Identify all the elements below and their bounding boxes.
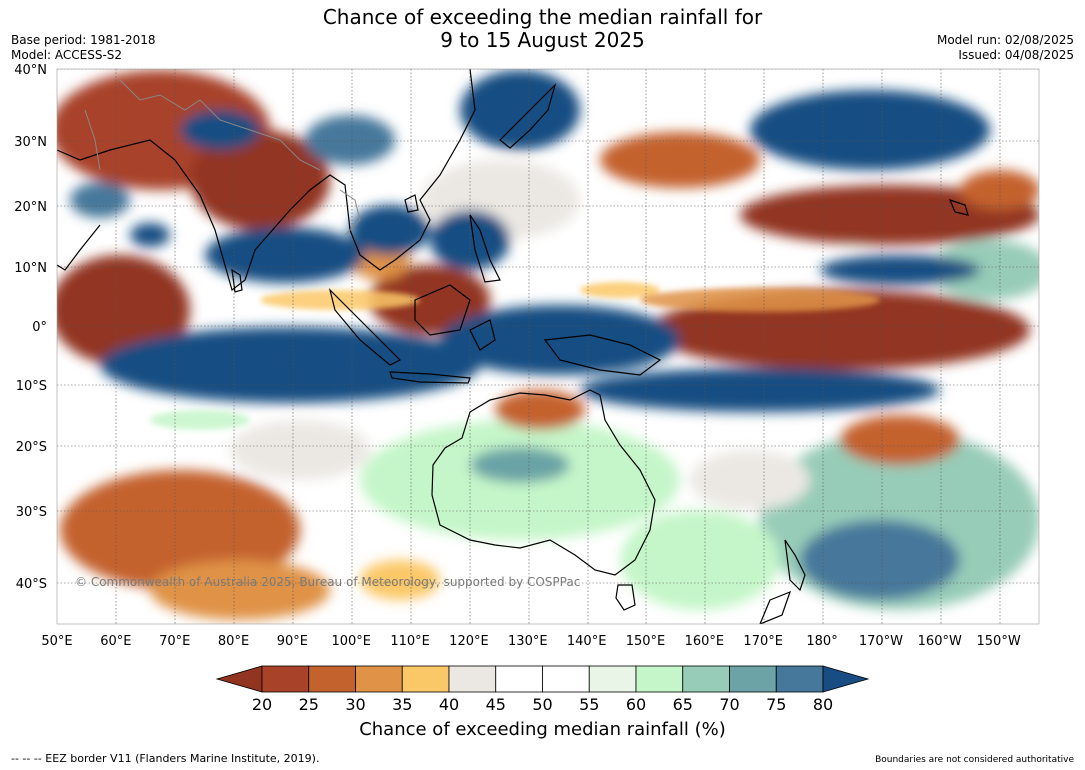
colorbar-tick-label: 30 <box>345 695 365 714</box>
meta-right: Model run: 02/08/2025 Issued: 04/08/2025 <box>937 33 1074 63</box>
sri-lanka-coast <box>231 268 243 293</box>
lat-label: 40°S <box>16 577 47 592</box>
model-run-text: Model run: 02/08/2025 <box>936 33 1074 47</box>
model-text: Model: ACCESS-S2 <box>11 48 123 62</box>
rainfall-field: © Commonwealth of Australia 2025, Bureau… <box>57 69 1039 624</box>
colorbar-segment <box>308 665 356 693</box>
hainan-coast <box>404 194 419 213</box>
lon-label: 120°E <box>449 634 489 649</box>
lat-label: 10°N <box>14 261 47 276</box>
lon-label: 70°E <box>159 634 190 649</box>
lon-label: 80°E <box>218 634 249 649</box>
lat-label: 10°S <box>16 379 47 394</box>
lon-label: 180° <box>806 634 837 649</box>
colorbar-tick-label: 80 <box>813 695 833 714</box>
lon-label: 100°E <box>331 634 371 649</box>
colorbar-tick-label: 45 <box>486 695 506 714</box>
lon-label: 170°W <box>859 634 903 649</box>
colorbar-segment <box>261 665 310 693</box>
colorbar-tick-label: 55 <box>579 695 599 714</box>
lat-label: 20°N <box>14 200 47 215</box>
lat-label: 30°N <box>14 135 47 150</box>
colorbar-segment <box>401 665 450 693</box>
colorbar-tick-label: 40 <box>439 695 459 714</box>
tasmania-coast <box>615 584 636 611</box>
australia-coast <box>431 389 656 576</box>
colorbar-segment <box>542 665 590 693</box>
colorbar-segment <box>682 665 730 693</box>
map-frame <box>56 68 1040 625</box>
copyright-watermark: © Commonwealth of Australia 2025, Bureau… <box>75 575 580 589</box>
colorbar-segment <box>729 665 777 693</box>
lon-label: 110°E <box>390 634 430 649</box>
colorbar-label: Chance of exceeding median rainfall (%) <box>359 719 726 740</box>
colorbar-over-arrow <box>822 665 870 693</box>
lon-label: 50°E <box>41 634 72 649</box>
issued-text: Issued: 04/08/2025 <box>958 48 1074 62</box>
lon-label: 60°E <box>100 634 131 649</box>
country-borders <box>84 79 361 236</box>
lon-label: 150°E <box>626 634 666 649</box>
colorbar-tick-label: 70 <box>719 695 739 714</box>
colorbar-tick-label: 65 <box>673 695 693 714</box>
colorbar-under-arrow <box>215 665 263 693</box>
boundaries-disclaimer: Boundaries are not considered authoritat… <box>875 755 1074 765</box>
colorbar-tick-label: 60 <box>626 695 646 714</box>
philippines-coast <box>469 214 501 283</box>
lon-label: 160°W <box>918 634 962 649</box>
lat-label: 20°S <box>16 440 47 455</box>
coastlines <box>57 69 969 624</box>
colorbar-segment <box>635 665 684 693</box>
colorbar-segment <box>448 665 497 693</box>
colorbar: 20 25 30 35 40 45 50 55 60 65 70 75 80 <box>215 665 870 714</box>
colorbar-segment <box>775 665 824 693</box>
japan-coast <box>499 82 557 149</box>
meta-left: Base period: 1981-2018 Model: ACCESS-S2 <box>11 33 156 63</box>
lon-label: 170°E <box>743 634 783 649</box>
lon-label: 140°E <box>567 634 607 649</box>
map-title-line-1: Chance of exceeding the median rainfall … <box>322 5 763 29</box>
lat-label: 40°N <box>14 63 47 78</box>
lon-label: 150°W <box>977 634 1021 649</box>
base-period-text: Base period: 1981-2018 <box>11 33 156 47</box>
colorbar-tick-label: 50 <box>532 695 552 714</box>
lat-label: 0° <box>32 320 47 335</box>
sumatra-coast <box>328 288 402 366</box>
graticule <box>57 69 1039 624</box>
colorbar-segment <box>355 665 403 693</box>
colorbar-tick-label: 20 <box>252 695 272 714</box>
new-zealand-coast <box>759 539 806 624</box>
sulawesi-coast <box>469 319 496 351</box>
asia-coast <box>57 69 476 292</box>
borneo-coast <box>414 284 471 336</box>
longitude-labels: 50°E 60°E 70°E 80°E 90°E 100°E 110°E 120°E 130°E… <box>41 634 1020 649</box>
lon-label: 90°E <box>277 634 308 649</box>
java-coast <box>389 371 471 384</box>
lon-label: 160°E <box>685 634 725 649</box>
colorbar-tick-label: 25 <box>299 695 319 714</box>
eez-border-legend: -- -- -- EEZ border V11 (Flanders Marine… <box>11 752 320 765</box>
colorbar-tick-label: 75 <box>766 695 786 714</box>
lon-label: 130°E <box>508 634 548 649</box>
new-guinea-coast <box>543 334 662 376</box>
colorbar-segment <box>495 665 543 693</box>
map-title-line-2: 9 to 15 August 2025 <box>440 28 645 52</box>
africa-horn-coast <box>57 224 101 271</box>
lat-label: 30°S <box>16 505 47 520</box>
colorbar-tick-label: 35 <box>392 695 412 714</box>
latitude-labels: 40°N 30°N 20°N 10°N 0° 10°S 20°S 30°S 40°S <box>14 63 47 592</box>
colorbar-segment <box>588 665 637 693</box>
hawaii-coast <box>948 199 969 216</box>
